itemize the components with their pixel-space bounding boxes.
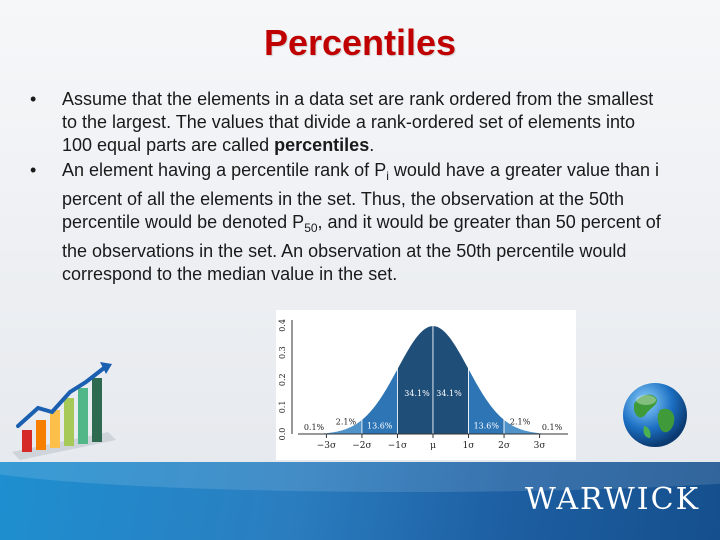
region-label: 34.1% xyxy=(404,389,430,398)
region-label: 0.1% xyxy=(542,423,563,432)
footer-bar: WARWICK xyxy=(0,462,720,540)
bell-curve-svg: 0.1% 2.1% 13.6% 34.1% 34.1% 13.6% 2.1% 0.1% −3σ −… xyxy=(278,319,569,451)
region-label: 13.6% xyxy=(474,422,500,431)
x-tick-label: −1σ xyxy=(388,441,407,451)
bullet-text-end: . xyxy=(369,135,375,155)
warwick-logo: WARWICK xyxy=(525,482,700,517)
distribution-region xyxy=(397,325,434,435)
normal-distribution-chart: 0.1% 2.1% 13.6% 34.1% 34.1% 13.6% 2.1% 0.1% −3σ −… xyxy=(276,310,576,460)
x-tick-label: 2σ xyxy=(498,441,510,451)
bullet-item: • Assume that the elements in a data set… xyxy=(30,88,670,157)
distribution-region xyxy=(503,418,540,435)
region-label: 2.1% xyxy=(510,418,531,427)
bullet-list: • Assume that the elements in a data set… xyxy=(30,88,670,288)
distribution-region xyxy=(468,368,505,435)
growth-chart-icon xyxy=(12,362,116,460)
x-tick-label: 3σ xyxy=(534,441,546,451)
region-label: 13.6% xyxy=(367,422,393,431)
distribution-region xyxy=(326,418,363,435)
subscript: i xyxy=(386,169,389,183)
bullet-dot: • xyxy=(30,89,37,109)
bullet-item: • An element having a percentile rank of… xyxy=(30,159,670,286)
x-tick-label: μ xyxy=(430,441,436,451)
bullet-text: Assume that the elements in a data set a… xyxy=(62,89,654,155)
bullet-text: would have a greater value than i percen… xyxy=(62,160,660,232)
y-tick-label: 0.4 xyxy=(278,319,287,332)
slide-title: Percentiles xyxy=(263,22,457,63)
y-tick-label: 0.2 xyxy=(278,373,287,386)
y-tick-label: 0.3 xyxy=(278,346,287,359)
region-label: 34.1% xyxy=(436,389,462,398)
bullet-dot: • xyxy=(30,160,37,180)
bullet-text: , and it would be greater than 50 percen… xyxy=(62,212,661,284)
distribution-region xyxy=(361,368,398,435)
x-tick-label: 1σ xyxy=(463,441,475,451)
y-tick-label: 0.1 xyxy=(278,400,287,413)
globe-icon xyxy=(623,383,687,447)
y-tick-label: 0.0 xyxy=(278,428,287,441)
subscript: 50 xyxy=(304,221,318,235)
x-tick-label: −3σ xyxy=(317,441,336,451)
bullet-text: An element having a percentile rank of P xyxy=(62,160,387,180)
distribution-region xyxy=(432,325,469,435)
region-label: 2.1% xyxy=(336,418,357,427)
x-tick-label: −2σ xyxy=(352,441,371,451)
bullet-bold-term: percentiles xyxy=(274,135,370,155)
region-label: 0.1% xyxy=(304,423,325,432)
